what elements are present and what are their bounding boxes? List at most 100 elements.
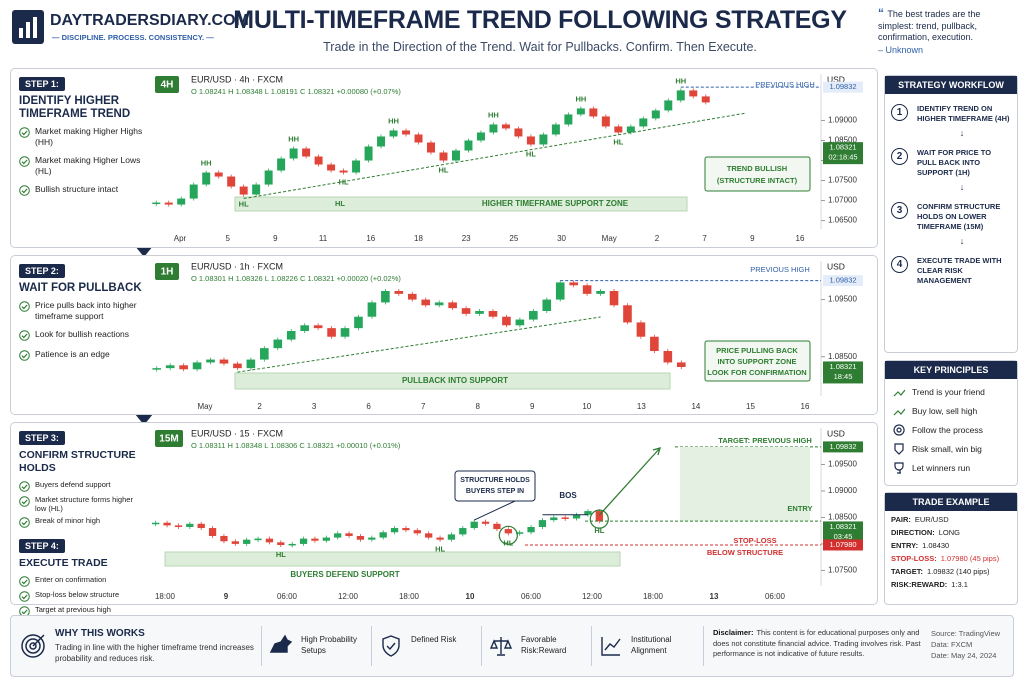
candle: [206, 359, 215, 363]
candle: [434, 302, 444, 306]
candle: [589, 108, 598, 117]
candle: [227, 176, 236, 187]
x-tick-label: 25: [509, 234, 518, 243]
candle: [165, 365, 175, 369]
x-tick-label: 18:00: [643, 592, 664, 601]
target-ring: [21, 634, 45, 658]
target-arrow: [598, 447, 661, 516]
candle: [514, 128, 523, 137]
check-mark: [21, 579, 28, 585]
x-tick-label: 23: [462, 234, 471, 243]
y-tick-label: 1.06500: [828, 216, 857, 225]
check-circle: [19, 481, 30, 492]
swing-label: HL: [613, 137, 623, 146]
step-text: EXECUTE TRADE WITH CLEAR RISK MANAGEMENT: [917, 256, 1002, 285]
candle: [527, 526, 535, 533]
check-mark: [21, 333, 28, 339]
symbol: EUR/USD · 1h · FXCM: [191, 261, 283, 271]
candle: [345, 533, 353, 536]
workflow-title: STRATEGY WORKFLOW: [885, 76, 1017, 94]
support-zone: [234, 196, 688, 212]
x-tick-label: 10: [582, 402, 591, 411]
annotation: PREVIOUS HIGH: [755, 80, 815, 89]
icon-shape: [893, 389, 905, 397]
bullet: Buyers defend support: [19, 480, 144, 492]
candle: [208, 528, 217, 536]
price-tag-time: 18:45: [834, 372, 853, 381]
y-tick-label: 1.07000: [828, 196, 857, 205]
candle: [425, 533, 433, 538]
bullet-text: Bullish structure intact: [35, 184, 119, 194]
trade-example: TRADE EXAMPLE PAIR: EUR/USD DIRECTION: LONG E…: [884, 492, 1018, 605]
workflow: STRATEGY WORKFLOW 1 IDENTIFY TREND ON HIGH…: [884, 75, 1018, 353]
icon-shape: [489, 637, 513, 656]
step-text: STEP 2: WAIT FOR PULLBACK Price pulls back…: [19, 261, 144, 369]
step-badge: STEP 2:: [19, 264, 65, 278]
candle: [311, 538, 319, 541]
axis-unit: USD: [827, 428, 845, 438]
x-tick-label: 12:00: [338, 592, 359, 601]
check-circle: [19, 517, 30, 528]
candle: [322, 537, 330, 541]
principle-text: Follow the process: [912, 425, 983, 435]
bullet-text: Enter on confirmation: [35, 575, 107, 584]
check-circle: [19, 156, 30, 167]
price-tag: [823, 81, 863, 93]
candle: [334, 533, 342, 538]
x-tick-label: 5: [225, 234, 230, 243]
workflow-arrow: ↓: [959, 236, 965, 246]
bullet: Patience is an edge: [19, 349, 144, 361]
bullet-text: Target at previous high: [35, 605, 111, 614]
bullet-text: Stop-loss below structure: [35, 590, 120, 599]
target-dart: [32, 634, 45, 647]
candle: [340, 328, 350, 337]
x-tick-label: 06:00: [277, 592, 298, 601]
candle: [464, 140, 473, 151]
candle: [502, 316, 511, 326]
x-tick-label: May: [602, 234, 617, 243]
price-tag-label: 1.08321: [829, 143, 856, 152]
feature-icon: [601, 637, 621, 656]
trade-row: RISK:REWARD: 1:3.1: [891, 580, 1017, 589]
candle: [381, 291, 390, 303]
candle: [676, 90, 685, 101]
annotation: TREND BULLISH: [727, 164, 787, 173]
candle: [561, 517, 569, 519]
annotation: PREVIOUS HIGH: [750, 265, 810, 274]
candle: [288, 543, 296, 546]
candle: [379, 532, 387, 538]
candle: [163, 522, 171, 526]
feature-text: Favorable Risk:Reward: [521, 635, 567, 655]
note-box: [454, 470, 536, 502]
candle: [390, 528, 399, 533]
step-text: IDENTIFY TREND ON HIGHER TIMEFRAME (4H): [917, 104, 1010, 123]
x-tick-label: 13: [710, 592, 719, 601]
x-tick-label: May: [197, 402, 212, 411]
divider: [481, 626, 482, 666]
swing-label: HL: [435, 545, 445, 554]
candle: [313, 325, 323, 329]
timeframe-badge: [155, 430, 183, 447]
principle-icon: [893, 408, 905, 416]
candle: [421, 299, 431, 306]
annotation: BOS: [559, 491, 577, 500]
candle: [488, 311, 498, 317]
source-line: Source: TradingView: [931, 629, 1001, 638]
trade-row: PAIR: EUR/USD: [891, 515, 1017, 524]
x-tick-label: 30: [557, 234, 566, 243]
check-mark: [21, 130, 28, 136]
target-icon: [21, 634, 45, 658]
symbol: EUR/USD · 4h · FXCM: [191, 74, 283, 84]
price-tag-label: 1.09832: [829, 82, 856, 91]
principles-title: KEY PRINCIPLES: [885, 361, 1017, 379]
candle: [542, 299, 552, 311]
support-zone: [164, 551, 621, 567]
candle: [448, 302, 457, 309]
candle: [174, 525, 183, 527]
candle: [689, 90, 698, 97]
step-panel: STEP 3: CONFIRM STRUCTURE HOLDS Buyers def…: [10, 422, 878, 617]
candle: [231, 541, 239, 544]
check-icon: [19, 576, 30, 587]
candle: [609, 291, 619, 306]
check-mark: [21, 304, 28, 310]
